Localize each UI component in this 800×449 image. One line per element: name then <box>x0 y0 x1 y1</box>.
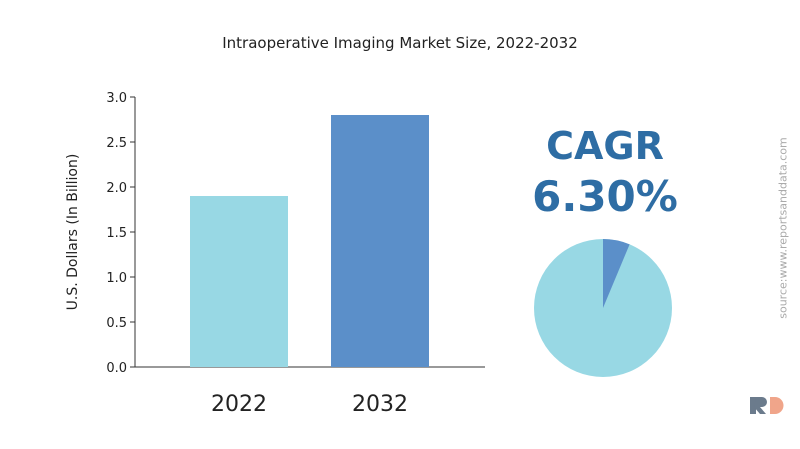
y-axis-label: U.S. Dollars (In Billion) <box>65 154 81 311</box>
bar-2032 <box>331 115 429 367</box>
y-tick-label: 2.0 <box>106 181 127 196</box>
x-tick-label: 2032 <box>352 392 408 417</box>
bar-2022 <box>190 196 288 367</box>
source-text: source:www.reportsanddata.com <box>776 137 790 319</box>
logo-r-stem <box>750 397 756 414</box>
y-tick-label: 2.5 <box>106 136 127 151</box>
x-tick-label: 2022 <box>211 392 267 417</box>
logo-d <box>770 397 784 414</box>
logo-r-bowl <box>754 397 767 414</box>
y-tick-label: 1.5 <box>106 226 127 241</box>
cagr-label: CAGR <box>546 124 664 168</box>
chart-title: Intraoperative Imaging Market Size, 2022… <box>222 34 578 52</box>
pie-slice-cagr <box>603 239 630 308</box>
y-tick-label: 3.0 <box>106 91 127 106</box>
cagr-value: 6.30% <box>532 172 678 221</box>
y-tick-label: 0.0 <box>106 361 127 376</box>
y-tick-label: 1.0 <box>106 271 127 286</box>
y-tick-label: 0.5 <box>106 316 127 331</box>
